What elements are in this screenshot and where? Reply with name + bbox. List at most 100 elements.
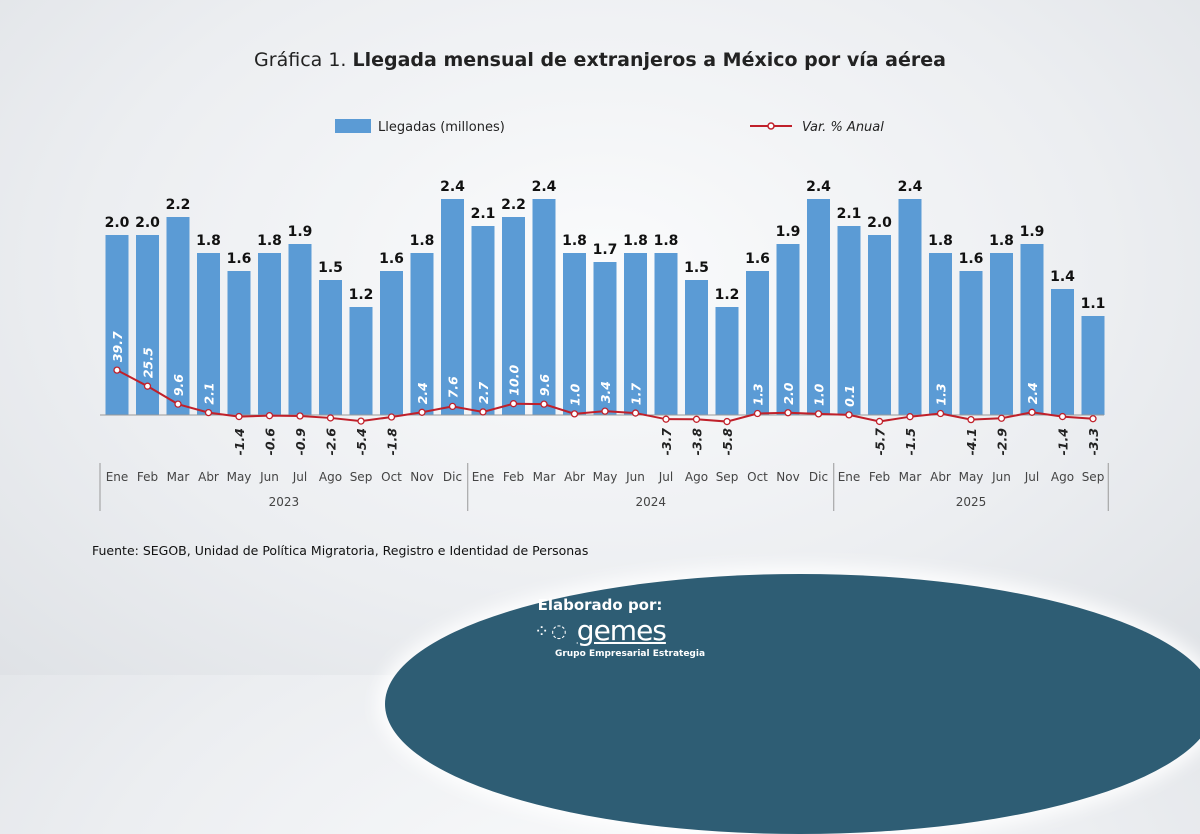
month-tick-label: Mar bbox=[167, 470, 190, 484]
month-tick-label: Jul bbox=[658, 470, 673, 484]
var-value-label: -1.4 bbox=[1056, 428, 1071, 455]
var-value-label: -1.5 bbox=[903, 428, 918, 456]
bar-value-label: 2.1 bbox=[837, 206, 862, 222]
bar-value-label: 1.8 bbox=[928, 233, 953, 249]
var-point bbox=[357, 417, 365, 425]
bar-value-label: 1.8 bbox=[654, 233, 679, 249]
bar-value-label: 2.4 bbox=[532, 179, 557, 195]
month-tick-label: Feb bbox=[137, 470, 158, 484]
var-point bbox=[997, 414, 1006, 422]
var-value-label: 1.0 bbox=[568, 383, 583, 405]
var-value-label: 1.3 bbox=[934, 383, 949, 405]
var-point bbox=[387, 413, 396, 421]
month-tick-label: Jul bbox=[292, 470, 307, 484]
bar bbox=[1051, 289, 1074, 415]
var-value-label: -3.7 bbox=[659, 428, 674, 456]
bar-value-label: 1.7 bbox=[593, 242, 618, 258]
month-tick-label: Oct bbox=[381, 470, 402, 484]
bar-value-label: 1.5 bbox=[318, 260, 343, 276]
month-tick-label: Dic bbox=[809, 470, 828, 484]
month-tick-label: Abr bbox=[564, 470, 585, 484]
var-point bbox=[540, 400, 548, 408]
bar-value-label: 2.0 bbox=[135, 215, 160, 231]
bar bbox=[807, 199, 830, 415]
var-point bbox=[326, 414, 335, 422]
var-point bbox=[936, 409, 945, 418]
bar bbox=[410, 253, 434, 415]
source-note: Fuente: SEGOB, Unidad de Política Migrat… bbox=[92, 543, 589, 558]
bar bbox=[380, 271, 403, 415]
month-tick-label: May bbox=[593, 470, 618, 484]
bar-value-label: 1.8 bbox=[623, 233, 648, 249]
var-point bbox=[723, 417, 731, 426]
var-value-label: 7.6 bbox=[446, 376, 461, 398]
bar-value-label: 1.8 bbox=[257, 233, 282, 249]
bar bbox=[441, 199, 464, 415]
bar-value-label: 1.9 bbox=[288, 224, 313, 240]
var-value-label: -1.4 bbox=[232, 428, 247, 455]
bar bbox=[1020, 244, 1044, 415]
bar bbox=[715, 307, 739, 415]
var-value-label: 2.7 bbox=[476, 382, 491, 404]
bar-value-label: 1.6 bbox=[227, 251, 252, 267]
var-point bbox=[1058, 412, 1067, 421]
month-tick-label: Jun bbox=[259, 470, 279, 484]
legend: Llegadas (millones) Var. % Anual bbox=[335, 119, 884, 135]
bar bbox=[197, 253, 220, 415]
elaborated-by: Elaborado por: bbox=[537, 596, 663, 614]
var-value-label: -3.8 bbox=[690, 428, 705, 456]
var-point bbox=[692, 415, 701, 423]
bar-value-label: 2.4 bbox=[806, 179, 831, 195]
var-value-label: 1.3 bbox=[751, 383, 766, 405]
month-tick-label: Oct bbox=[747, 470, 768, 484]
bar-value-label: 1.1 bbox=[1081, 296, 1106, 312]
month-tick-label: Abr bbox=[930, 470, 951, 484]
month-tick-label: Ago bbox=[319, 470, 342, 484]
month-tick-label: Sep bbox=[716, 470, 739, 484]
bar bbox=[349, 307, 373, 415]
month-tick-label: Sep bbox=[1082, 470, 1105, 484]
var-value-label: -5.8 bbox=[720, 428, 735, 456]
bar-value-label: 1.8 bbox=[410, 233, 435, 249]
month-tick-label: Abr bbox=[198, 470, 219, 484]
var-value-label: 9.6 bbox=[537, 374, 552, 396]
var-point bbox=[875, 417, 884, 426]
month-tick-label: Jun bbox=[991, 470, 1011, 484]
month-tick-label: Feb bbox=[869, 470, 890, 484]
bar-value-label: 2.4 bbox=[440, 179, 465, 195]
var-point bbox=[784, 409, 792, 417]
bar bbox=[471, 226, 495, 415]
var-point bbox=[662, 415, 670, 423]
month-tick-label: Jul bbox=[1024, 470, 1039, 484]
month-tick-label: Nov bbox=[776, 470, 799, 484]
bar-value-label: 1.8 bbox=[989, 233, 1014, 249]
var-point bbox=[814, 410, 823, 418]
var-value-label: 2.4 bbox=[1025, 382, 1040, 404]
month-tick-label: Ago bbox=[685, 470, 708, 484]
bar bbox=[1081, 316, 1105, 415]
var-point bbox=[570, 410, 579, 418]
var-point bbox=[479, 408, 487, 416]
var-point bbox=[509, 400, 518, 408]
bar-value-label: 1.4 bbox=[1050, 269, 1075, 285]
var-value-label: -0.6 bbox=[263, 428, 278, 456]
bar-value-label: 1.2 bbox=[715, 287, 740, 303]
bar-value-label: 1.8 bbox=[196, 233, 221, 249]
month-tick-label: Mar bbox=[533, 470, 556, 484]
bar bbox=[654, 253, 678, 415]
var-point bbox=[967, 415, 975, 424]
legend-bar-swatch bbox=[335, 119, 371, 133]
month-tick-label: Mar bbox=[899, 470, 922, 484]
var-point bbox=[753, 409, 762, 418]
bar-value-label: 2.2 bbox=[501, 197, 526, 213]
var-value-label: -1.8 bbox=[385, 428, 400, 456]
chart-title: Gráfica 1. Llegada mensual de extranjero… bbox=[254, 49, 946, 71]
var-value-label: -2.6 bbox=[324, 428, 339, 456]
var-point bbox=[174, 400, 182, 408]
month-tick-label: Jun bbox=[625, 470, 645, 484]
year-label: 2023 bbox=[269, 495, 300, 509]
month-tick-label: May bbox=[959, 470, 984, 484]
var-value-label: 1.0 bbox=[812, 383, 827, 405]
dotted-circle-icon: ⁘◌ bbox=[534, 621, 569, 642]
month-tick-label: Nov bbox=[410, 470, 433, 484]
